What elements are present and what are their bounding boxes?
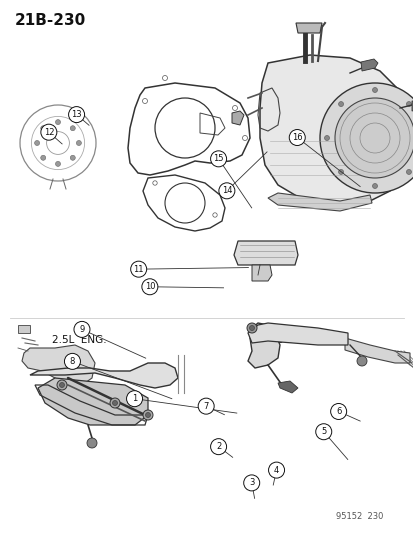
Circle shape <box>76 141 81 146</box>
Text: 13: 13 <box>71 110 82 119</box>
Circle shape <box>330 403 346 419</box>
Text: 9: 9 <box>79 325 84 334</box>
Text: 12: 12 <box>43 128 54 136</box>
Polygon shape <box>360 59 377 71</box>
Circle shape <box>112 400 117 406</box>
Text: 1: 1 <box>132 394 137 403</box>
Text: 8: 8 <box>70 357 75 366</box>
Circle shape <box>110 398 120 408</box>
Circle shape <box>334 98 413 178</box>
Polygon shape <box>38 378 147 425</box>
Text: 14: 14 <box>221 187 232 195</box>
Text: 2.4L  ENG.: 2.4L ENG. <box>259 335 314 345</box>
Circle shape <box>243 475 259 491</box>
Circle shape <box>406 169 411 174</box>
Circle shape <box>372 183 377 189</box>
Circle shape <box>210 439 226 455</box>
Circle shape <box>268 462 284 478</box>
Circle shape <box>40 126 45 131</box>
Circle shape <box>406 102 411 107</box>
Circle shape <box>338 169 343 174</box>
Circle shape <box>315 424 331 440</box>
Polygon shape <box>259 55 407 205</box>
Circle shape <box>55 161 60 166</box>
Text: 10: 10 <box>144 282 155 291</box>
Polygon shape <box>233 241 297 265</box>
Circle shape <box>41 124 57 140</box>
Circle shape <box>319 83 413 193</box>
Circle shape <box>356 356 366 366</box>
Text: 2: 2 <box>216 442 221 451</box>
Polygon shape <box>247 323 347 345</box>
Circle shape <box>57 380 67 390</box>
Polygon shape <box>411 101 413 111</box>
Circle shape <box>289 130 304 146</box>
Circle shape <box>64 353 80 369</box>
Circle shape <box>69 107 84 123</box>
Text: 3: 3 <box>249 479 254 487</box>
Polygon shape <box>277 381 297 393</box>
Circle shape <box>59 383 64 387</box>
Text: 7: 7 <box>203 402 208 410</box>
Circle shape <box>247 323 256 333</box>
Circle shape <box>74 321 90 337</box>
Circle shape <box>218 183 234 199</box>
Polygon shape <box>231 111 243 125</box>
Polygon shape <box>247 323 279 368</box>
Circle shape <box>55 119 60 125</box>
Polygon shape <box>344 338 409 363</box>
Text: 4: 4 <box>273 466 278 474</box>
Circle shape <box>249 326 254 330</box>
Circle shape <box>210 151 226 167</box>
Polygon shape <box>252 265 271 281</box>
Circle shape <box>70 155 75 160</box>
Circle shape <box>131 261 146 277</box>
Text: 16: 16 <box>291 133 302 142</box>
Circle shape <box>142 410 153 420</box>
Polygon shape <box>267 193 371 211</box>
Text: 6: 6 <box>335 407 340 416</box>
Text: 15: 15 <box>213 155 223 163</box>
Polygon shape <box>18 325 30 333</box>
Circle shape <box>35 141 40 146</box>
Text: 2.5L  ENG.: 2.5L ENG. <box>52 335 107 345</box>
Polygon shape <box>30 363 178 388</box>
Circle shape <box>372 87 377 93</box>
Circle shape <box>145 413 150 417</box>
Circle shape <box>70 126 75 131</box>
Circle shape <box>87 438 97 448</box>
Text: 11: 11 <box>133 265 144 273</box>
Circle shape <box>126 391 142 407</box>
Circle shape <box>324 135 329 141</box>
Circle shape <box>338 102 343 107</box>
Text: 5: 5 <box>320 427 325 436</box>
Polygon shape <box>295 23 321 33</box>
Circle shape <box>198 398 214 414</box>
Text: 95152  230: 95152 230 <box>335 512 383 521</box>
Polygon shape <box>22 345 95 385</box>
Text: 21B-230: 21B-230 <box>15 13 86 28</box>
Circle shape <box>142 279 157 295</box>
Circle shape <box>40 155 45 160</box>
